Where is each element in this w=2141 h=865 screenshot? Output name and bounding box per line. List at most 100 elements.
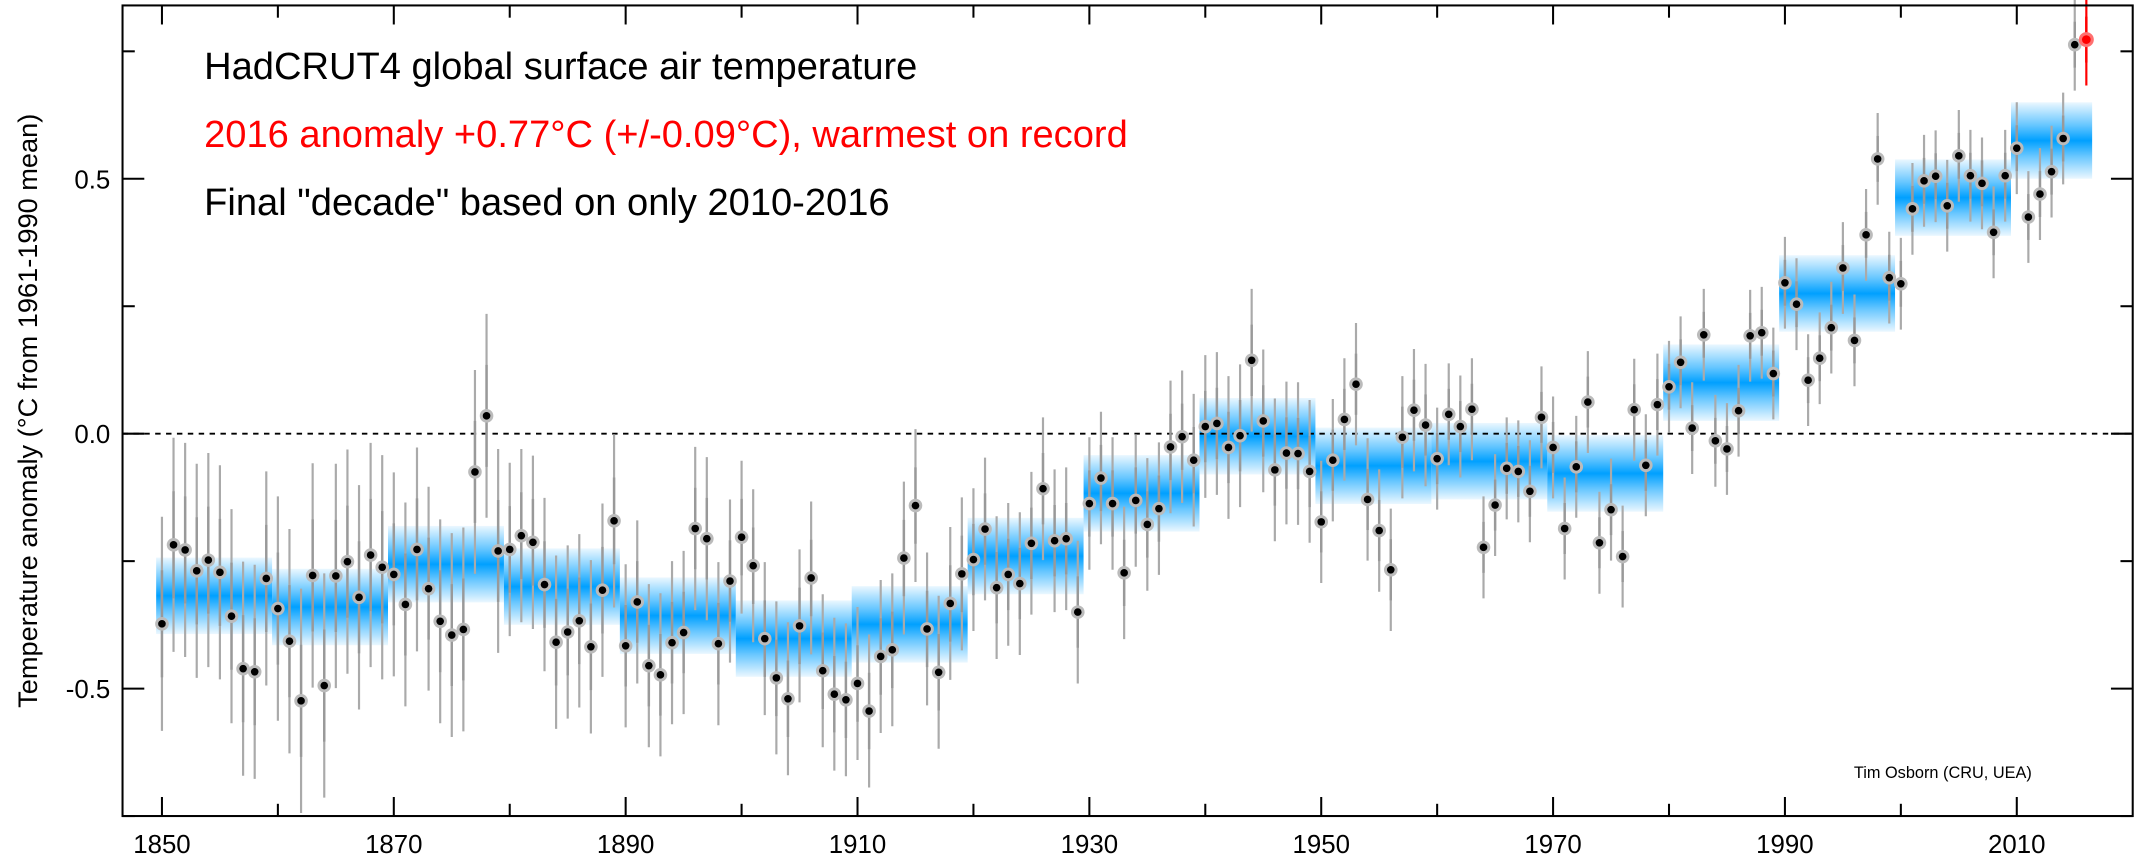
- data-point-1962: [1453, 375, 1468, 478]
- data-point-1958: [1407, 349, 1421, 472]
- decade-band-1930: [1083, 455, 1200, 532]
- data-point-1929: [1070, 540, 1085, 684]
- point-marker: [1456, 422, 1465, 431]
- data-point-1991: [1789, 258, 1804, 351]
- data-point-1987: [1743, 289, 1757, 382]
- data-point-1983: [1696, 288, 1711, 381]
- point-marker: [378, 563, 387, 572]
- point-marker: [505, 545, 514, 554]
- point-marker: [1723, 445, 1731, 453]
- data-point-1905: [792, 549, 807, 703]
- y-tick-label: -0.5: [66, 676, 111, 704]
- data-point-1978: [1639, 414, 1653, 517]
- point-marker: [1804, 376, 1812, 384]
- point-marker: [262, 574, 271, 583]
- point-marker: [981, 525, 989, 533]
- data-point-1965: [1488, 454, 1502, 557]
- data-point-1868: [363, 442, 378, 668]
- point-marker: [1444, 410, 1453, 419]
- point-marker: [389, 570, 398, 579]
- data-point-1877: [468, 369, 482, 574]
- point-marker: [239, 664, 247, 673]
- data-point-1972: [1569, 415, 1584, 518]
- point-marker: [1247, 356, 1256, 365]
- point-marker: [807, 574, 815, 582]
- point-marker: [1166, 443, 1175, 451]
- point-marker: [192, 567, 201, 575]
- data-point-1859: [259, 471, 274, 686]
- data-point-1949: [1302, 400, 1317, 543]
- data-point-1860: [271, 496, 285, 721]
- data-point-1883: [537, 497, 552, 672]
- data-point-2003: [1928, 130, 1943, 223]
- data-point-1973: [1581, 351, 1595, 454]
- point-marker: [1897, 279, 1905, 288]
- data-point-1981: [1673, 316, 1688, 409]
- data-point-1955: [1372, 469, 1386, 592]
- data-point-1931: [1094, 411, 1108, 545]
- point-marker: [1584, 398, 1592, 406]
- data-point-1945: [1256, 349, 1271, 493]
- point-marker: [529, 538, 537, 547]
- data-point-1936: [1152, 442, 1166, 575]
- point-marker: [1213, 419, 1221, 428]
- point-marker: [575, 616, 584, 625]
- data-point-1982: [1685, 382, 1699, 474]
- point-marker: [923, 625, 931, 633]
- data-point-1922: [989, 516, 1004, 660]
- point-marker: [865, 707, 873, 715]
- point-marker: [1271, 466, 1279, 474]
- point-marker: [1340, 415, 1349, 424]
- point-marker: [1653, 400, 1662, 409]
- data-point-1913: [885, 573, 900, 727]
- x-axis-tick-labels: 1850 1870 1890 1910 1930 1950 1970 1990 2010: [133, 831, 2045, 859]
- point-marker: [1039, 484, 1047, 493]
- point-marker: [1885, 273, 1894, 282]
- data-point-1941: [1210, 352, 1224, 495]
- data-point-1935: [1140, 458, 1155, 591]
- point-marker: [1537, 413, 1546, 422]
- data-point-1930: [1082, 437, 1097, 570]
- data-point-1898: [711, 562, 726, 726]
- data-point-1980: [1662, 340, 1676, 433]
- point-marker: [1549, 443, 1557, 452]
- data-point-1938: [1175, 370, 1189, 504]
- point-marker: [1189, 456, 1198, 464]
- point-marker: [1178, 432, 1186, 441]
- point-marker: [2001, 171, 2009, 180]
- data-point-1897: [700, 457, 714, 621]
- data-point-1858: [247, 564, 262, 779]
- data-point-1909: [839, 623, 853, 777]
- point-marker: [911, 501, 920, 510]
- data-point-2004: [1940, 159, 1955, 252]
- point-marker: [1085, 499, 1094, 508]
- data-point-1994: [1824, 281, 1839, 374]
- point-marker: [587, 642, 595, 651]
- data-point-1918: [943, 526, 958, 680]
- data-point-2002: [1917, 134, 1931, 227]
- data-point-1906: [804, 501, 818, 655]
- data-point-1908: [827, 617, 842, 771]
- point-marker: [540, 580, 549, 589]
- point-marker: [1120, 569, 1128, 577]
- point-marker: [1642, 461, 1650, 470]
- data-point-2016: [2078, 0, 2094, 86]
- data-point-1911: [862, 634, 876, 788]
- data-point-1988: [1754, 286, 1769, 379]
- point-marker: [1943, 201, 1952, 210]
- data-point-1951: [1326, 399, 1340, 522]
- data-point-1869: [375, 455, 390, 680]
- point-marker: [760, 634, 769, 643]
- chart-title-line-3: Final "decade" based on only 2010-2016: [204, 182, 889, 224]
- data-point-1974: [1592, 491, 1607, 594]
- point-marker: [679, 628, 688, 637]
- data-point-1881: [514, 448, 529, 623]
- point-marker: [2070, 40, 2079, 49]
- data-point-1865: [329, 463, 343, 689]
- data-point-1954: [1360, 438, 1375, 561]
- point-marker: [1016, 579, 1024, 588]
- point-marker: [2047, 167, 2056, 176]
- data-point-2011: [2021, 171, 2036, 263]
- point-marker: [285, 637, 294, 645]
- point-marker: [830, 690, 839, 699]
